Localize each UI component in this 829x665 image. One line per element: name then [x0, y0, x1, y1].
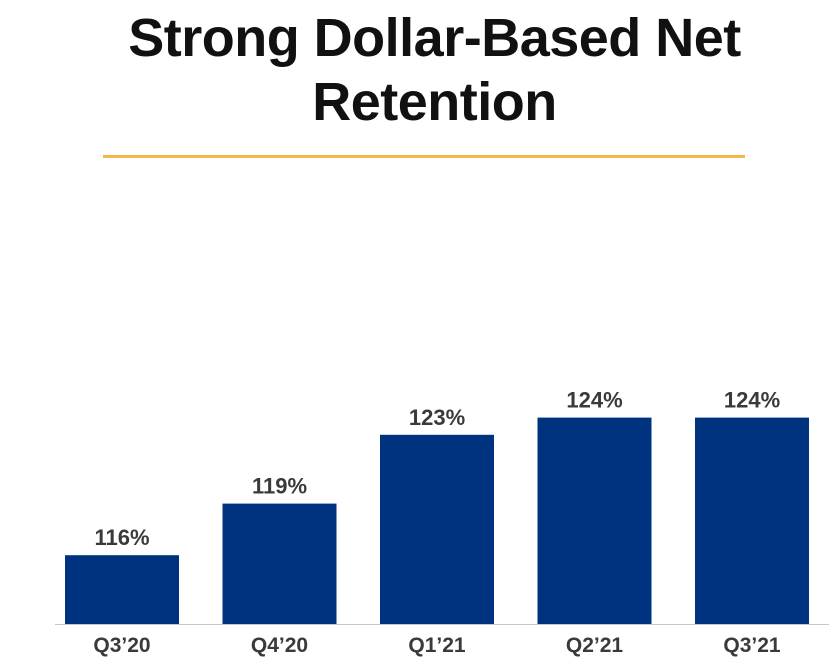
- bar-1: [65, 555, 179, 624]
- title-underline: [103, 155, 745, 158]
- x-tick-label-2: Q4’20: [251, 634, 308, 657]
- x-tick-label-1: Q3’20: [93, 634, 150, 657]
- x-tick-label-5: Q3’21: [723, 634, 781, 657]
- x-tick-label-4: Q2’21: [566, 634, 624, 657]
- title-line-1: Strong Dollar-Based Net: [128, 8, 741, 68]
- data-label-5: 124%: [724, 388, 780, 413]
- data-label-2: 119%: [252, 474, 307, 499]
- bar-2: [222, 503, 337, 624]
- data-label-1: 116%: [94, 525, 149, 550]
- data-label-4: 124%: [566, 388, 622, 413]
- x-tick-label-3: Q1’21: [408, 634, 466, 657]
- bar-5: [695, 417, 809, 624]
- bar-4: [537, 417, 652, 624]
- bar-3: [380, 434, 494, 624]
- page-title: Strong Dollar-Based Net Retention: [0, 6, 829, 134]
- data-label-3: 123%: [409, 405, 465, 430]
- title-line-2: Retention: [312, 72, 557, 132]
